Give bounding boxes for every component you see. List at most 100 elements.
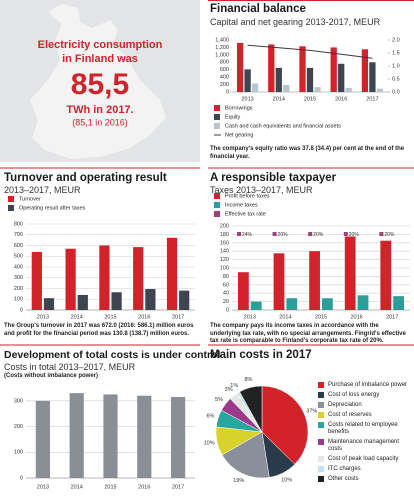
- marker: [236, 232, 241, 236]
- legend-swatch: [214, 114, 220, 120]
- legend-item: Cost of reserves: [318, 412, 412, 419]
- pie-label: 10%: [204, 441, 215, 447]
- x-tick-label: 2013: [37, 314, 49, 320]
- bar: [77, 294, 88, 310]
- y2-tick-label: 1.5: [392, 50, 400, 56]
- x-tick-label: 2014: [71, 484, 83, 490]
- marker: [272, 232, 277, 236]
- pie-label: 5%: [215, 397, 223, 403]
- y-tick-label: 200: [220, 82, 229, 88]
- y-tick-label: 0: [226, 307, 229, 313]
- legend-label: Net gearing: [225, 132, 253, 138]
- finland-map: [30, 4, 166, 159]
- x-tick-label: 2015: [104, 314, 116, 320]
- legend: Purchase of imbalance power Cost of loss …: [318, 382, 412, 486]
- y-tick-label: 800: [220, 60, 229, 66]
- y-tick-label: 200: [220, 223, 229, 229]
- pie-label: 1%: [230, 383, 238, 389]
- y-tick-label: 300: [14, 398, 23, 404]
- y-tick-label: 60: [223, 282, 229, 288]
- pie-label: 8%: [244, 377, 252, 383]
- bar: [344, 236, 356, 310]
- legend-label: Cash and cash equivalents and financial …: [225, 123, 341, 129]
- bar: [393, 296, 404, 310]
- legend-item: Depreciation: [318, 402, 412, 409]
- marker-label: 20%: [384, 232, 395, 238]
- bar: [357, 295, 369, 310]
- marker: [308, 232, 313, 236]
- legend-label: Purchase of imbalance power: [328, 382, 408, 388]
- x-tick-label: 2016: [138, 314, 150, 320]
- bar: [306, 67, 314, 92]
- legend-item: ITC charges: [318, 466, 412, 473]
- marker-label: 24%: [242, 232, 253, 238]
- x-tick-label: 2015: [315, 314, 327, 320]
- bar: [111, 292, 122, 310]
- y-tick-label: 0: [20, 475, 23, 481]
- bar: [380, 240, 392, 310]
- y-tick-label: 40: [223, 291, 229, 297]
- legend-label: Cost of peak load capacity: [328, 456, 399, 462]
- bar: [103, 394, 118, 478]
- x-tick-label: 2013: [37, 484, 49, 490]
- legend-swatch: [318, 466, 324, 472]
- x-tick-label: 2016: [138, 484, 150, 490]
- bar: [31, 251, 42, 310]
- bar: [250, 301, 262, 310]
- chart-title: Development of total costs is under cont…: [4, 349, 221, 361]
- y2-tick-label: 2.0: [392, 37, 400, 43]
- chart-note: (Costs without imbalance power): [4, 373, 99, 379]
- marker-label: 20%: [313, 232, 324, 238]
- pie-label: 37%: [306, 409, 317, 415]
- x-tick-label: 2013: [241, 96, 253, 102]
- y-tick-label: 100: [14, 297, 23, 303]
- bar: [376, 88, 384, 92]
- legend-item: Cost of loss energy: [318, 392, 412, 399]
- legend-swatch: [214, 105, 220, 111]
- legend-swatch: [8, 196, 14, 202]
- x-tick-label: 2014: [71, 314, 83, 320]
- bar: [244, 69, 251, 92]
- pie-label: 6%: [206, 413, 214, 419]
- marker: [343, 232, 348, 236]
- bar: [268, 44, 275, 92]
- highlight-value: 85,5: [71, 68, 129, 101]
- marker: [379, 232, 384, 236]
- legend-swatch: [318, 392, 324, 398]
- legend-label: Cost of loss energy: [328, 392, 380, 398]
- bar: [43, 298, 55, 310]
- y-tick-label: 400: [220, 75, 229, 81]
- y-tick-label: 800: [14, 221, 23, 227]
- x-tick-label: 2017: [366, 96, 378, 102]
- x-tick-label: 2017: [172, 314, 184, 320]
- y-tick-label: 20: [223, 299, 229, 305]
- bar: [299, 46, 306, 92]
- bar: [345, 87, 352, 92]
- marker-label: 20%: [349, 232, 360, 238]
- legend-label: Income taxes: [225, 202, 258, 208]
- legend-label: Equity: [225, 114, 241, 120]
- x-tick-label: 2015: [304, 96, 316, 102]
- chart-note: The Group's turnover in 2017 was 672.0 (…: [4, 323, 194, 337]
- bar: [171, 397, 186, 478]
- chart-title: Turnover and operating result: [4, 172, 167, 184]
- y-tick-label: 0: [226, 89, 229, 95]
- legend-label: Costs related to employee benefits: [328, 422, 398, 435]
- chart-subtitle: Taxes 2013–2017, MEUR: [210, 185, 313, 195]
- legend-swatch: [318, 382, 324, 388]
- x-tick-label: 2016: [335, 96, 347, 102]
- y2-tick-label: 1.0: [392, 63, 400, 69]
- y-tick-label: 600: [220, 67, 229, 73]
- legend-item: Costs related to employee benefits: [318, 422, 412, 436]
- bar: [35, 400, 50, 478]
- highlight-unit: TWh in 2017.: [66, 104, 133, 116]
- chart-subtitle: 2013–2017, MEUR: [4, 185, 81, 195]
- legend-swatch: [214, 211, 220, 217]
- legend-swatch: [8, 205, 14, 211]
- y-tick-label: 80: [223, 274, 229, 280]
- bar: [309, 251, 320, 310]
- y-tick-label: 600: [14, 243, 23, 249]
- legend-item: Cost of peak load capacity: [318, 456, 412, 463]
- chart-note: The company pays its income taxes in acc…: [210, 323, 406, 344]
- x-tick-label: 2017: [172, 484, 184, 490]
